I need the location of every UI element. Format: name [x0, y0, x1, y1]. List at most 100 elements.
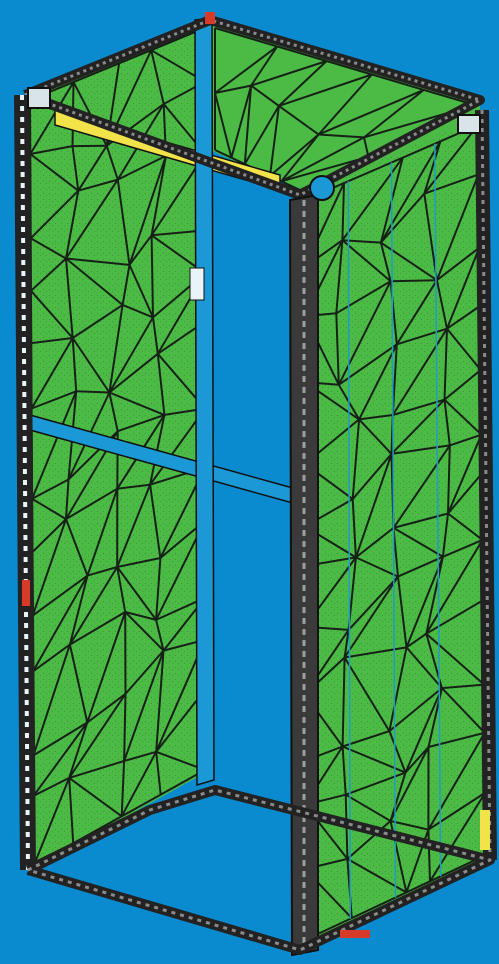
right-panel-mesh-edge: [345, 793, 392, 822]
right-panel-mesh-edge: [404, 746, 430, 774]
right-panel-mesh-edge: [428, 731, 485, 748]
left-panel-mesh-edge: [32, 575, 89, 672]
right-panel-stiffener: [347, 181, 351, 919]
left-panel-mesh-edge: [152, 317, 159, 354]
right-panel-mesh-edge: [423, 141, 442, 194]
right-panel-mesh-edge: [396, 327, 448, 346]
left-panel-mesh-edge: [87, 566, 118, 577]
left-panel-mesh-edge: [155, 619, 165, 651]
right-panel-mesh-edge: [380, 193, 426, 244]
right-panel-mesh-edge: [425, 599, 484, 635]
left-panel-mesh-edge: [116, 566, 127, 613]
back-panel-mesh-edge: [250, 45, 279, 87]
left-panel-mesh-edge: [116, 557, 161, 568]
left-panel-mesh-edge: [65, 479, 70, 520]
back-panel-mesh-edge: [281, 155, 369, 183]
back-panel-mesh-edge: [363, 137, 370, 158]
right-panel-mesh-edge: [343, 156, 404, 185]
right-panel-mesh-edge: [405, 556, 444, 648]
left-panel-mesh-edge: [32, 721, 89, 797]
back-panel-mesh-edge: [214, 45, 278, 94]
inner-vertical-post: [194, 17, 215, 787]
right-panel-mesh-edge: [391, 444, 450, 455]
left-panel-mesh-edge: [122, 303, 154, 319]
left-panel-mesh-edge: [105, 145, 119, 180]
accent-mark-yellow-right: [480, 810, 490, 850]
back-panel-mesh-edge: [363, 89, 425, 139]
left-panel-mesh-edge: [108, 353, 159, 394]
left-panel-mesh-edge: [108, 316, 154, 394]
left-panel-mesh-edge: [117, 155, 167, 181]
accent-mark-red-top: [205, 12, 215, 24]
right-panel-mesh-edge: [443, 328, 448, 400]
right-panel-mesh-edge: [379, 242, 392, 282]
right-panel-mesh-edge: [423, 124, 479, 195]
right-panel-mesh-edge: [447, 512, 484, 541]
left-panel-mesh-edge: [65, 257, 124, 306]
right-panel-mesh-edge: [391, 328, 448, 416]
left-panel-mesh-edge: [123, 750, 157, 762]
right-panel-mesh-edge: [427, 829, 431, 882]
left-panel-mesh-edge: [86, 488, 119, 576]
left-panel-mesh-edge: [65, 190, 80, 259]
right-panel-mesh-edge: [390, 399, 446, 455]
right-panel-mesh-edge: [446, 328, 482, 371]
left-panel-mesh-edge: [30, 145, 73, 155]
left-panel-mesh-edge: [30, 237, 67, 260]
frame-left-post-highlight: [20, 94, 30, 871]
back-lower-opening: [215, 700, 300, 800]
back-panel-mesh-edge: [326, 60, 373, 76]
right-panel-mesh-edge: [358, 418, 393, 455]
side-panel-right-texture: [300, 120, 490, 945]
left-panel-mesh-edge: [31, 390, 77, 410]
left-panel-mesh-edge: [77, 145, 108, 192]
right-panel-mesh-edge: [447, 445, 451, 514]
right-panel-mesh-edge: [389, 746, 430, 822]
left-panel-mesh-edge: [150, 155, 167, 236]
right-panel-mesh-edge: [389, 772, 407, 822]
right-panel-stiffener: [390, 162, 397, 898]
left-panel-mesh-edge: [124, 611, 165, 652]
left-panel-mesh-edge: [117, 413, 165, 433]
left-panel-mesh-edge: [31, 478, 69, 500]
left-panel-mesh-edge: [128, 264, 154, 318]
back-panel-mesh-edge: [269, 133, 320, 177]
right-panel-mesh-edge: [443, 399, 451, 446]
right-panel-mesh-edge: [341, 657, 346, 747]
back-panel-mesh-edge: [250, 84, 280, 107]
left-panel-mesh-edge: [149, 484, 162, 559]
right-panel-mesh-edge: [446, 305, 481, 330]
back-panel-mesh-edge: [280, 180, 301, 191]
left-panel-mesh-edge: [68, 693, 127, 779]
back-panel-mesh-edge: [371, 73, 425, 91]
left-panel-mesh-edge: [31, 518, 67, 553]
right-panel-mesh-edge: [388, 730, 407, 773]
frame-top-edge-highlight: [24, 18, 482, 197]
back-panel-mesh-edge: [280, 136, 365, 183]
left-panel-mesh-edge: [128, 155, 167, 266]
left-panel-mesh-edge: [68, 644, 89, 723]
right-panel-mesh-edge: [343, 629, 350, 658]
left-panel-mesh-edge: [116, 179, 131, 266]
right-panel-mesh-edge: [443, 369, 482, 401]
left-panel-mesh-edge: [121, 793, 162, 818]
right-panel-mesh-edge: [393, 512, 449, 529]
floor-opening: [60, 810, 300, 950]
right-panel-mesh-edge: [351, 891, 407, 920]
left-panel-mesh-edge: [76, 390, 110, 394]
right-panel-mesh-edge: [405, 646, 443, 689]
left-panel-mesh-edge: [30, 290, 74, 339]
back-panel-mesh-edge: [243, 85, 253, 165]
back-panel-mesh-edge: [318, 88, 425, 136]
left-panel-mesh-edge: [72, 304, 124, 339]
back-panel-mesh-edge: [278, 73, 373, 107]
left-panel-mesh-edge: [31, 390, 78, 500]
back-panel-mesh-edge: [280, 133, 320, 182]
right-panel-mesh-edge: [436, 246, 480, 281]
right-panel-mesh-edge: [335, 240, 344, 314]
left-panel-mesh-edge: [30, 257, 67, 292]
left-panel-mesh-edge: [120, 760, 126, 817]
right-panel-mesh-edge: [395, 279, 438, 345]
